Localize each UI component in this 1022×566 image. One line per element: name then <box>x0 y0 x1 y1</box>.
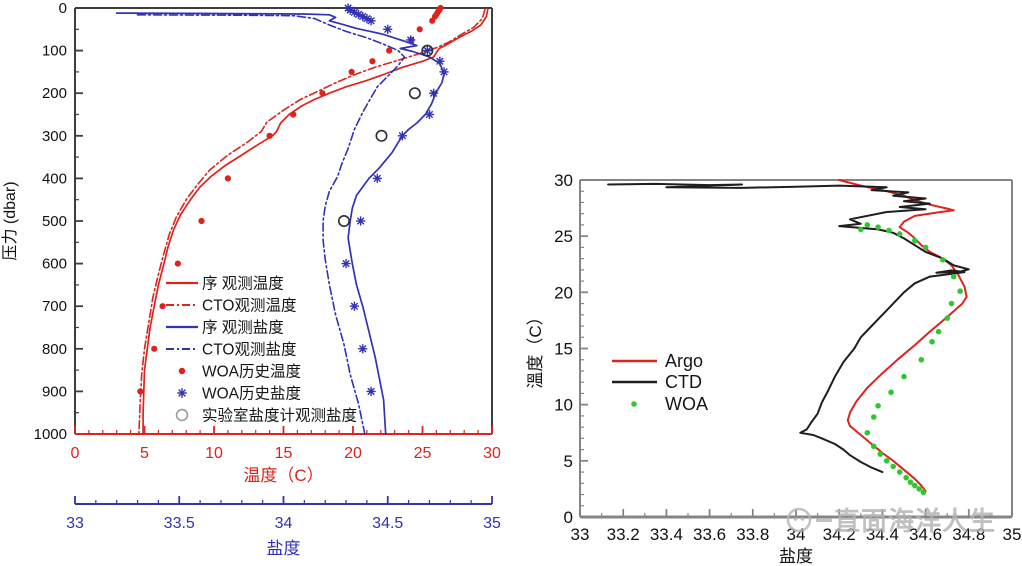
svg-text:400: 400 <box>42 170 67 187</box>
svg-text:30: 30 <box>483 445 501 462</box>
svg-text:35: 35 <box>1003 525 1022 544</box>
legend-item-cto-sal-line: CTO观测盐度 <box>166 341 296 359</box>
svg-text:33.8: 33.8 <box>736 525 769 544</box>
series-woa-ts-dots <box>858 222 963 496</box>
svg-text:WOA历史盐度: WOA历史盐度 <box>202 385 301 403</box>
svg-text:20: 20 <box>344 445 362 462</box>
svg-text:33: 33 <box>66 515 84 532</box>
svg-text:33.6: 33.6 <box>693 525 726 544</box>
svg-text:序 观测盐度: 序 观测盐度 <box>202 319 284 337</box>
svg-text:0: 0 <box>59 0 67 17</box>
svg-text:CTD: CTD <box>665 372 702 392</box>
svg-text:300: 300 <box>42 128 67 145</box>
svg-text:盐度: 盐度 <box>779 547 813 566</box>
legend-item-argo-sal-line: 序 观测盐度 <box>166 319 284 337</box>
svg-text:0: 0 <box>564 508 573 527</box>
right-x-axis-label: 盐度 <box>779 547 813 566</box>
left-temp-axis: 0 5 10 15 20 25 30 <box>71 426 501 462</box>
svg-text:Argo: Argo <box>665 351 703 371</box>
svg-text:700: 700 <box>42 298 67 315</box>
svg-text:溫度（C）: 溫度（C） <box>526 308 545 388</box>
svg-text:34: 34 <box>275 515 293 532</box>
svg-text:100: 100 <box>42 43 67 60</box>
legend-item-woa-ts-dots: WOA <box>631 394 708 414</box>
svg-text:34.4: 34.4 <box>866 525 899 544</box>
legend-item-argo-temp-line: 序 观测温度 <box>166 275 284 293</box>
svg-text:序 观测温度: 序 观测温度 <box>202 275 284 293</box>
svg-text:25: 25 <box>414 445 432 462</box>
svg-text:10: 10 <box>554 396 573 415</box>
legend-item-argo-ts-line: Argo <box>612 351 703 371</box>
left-sal-axis-label: 盐度 <box>267 539 301 558</box>
svg-text:30: 30 <box>554 171 573 190</box>
svg-text:WOA历史温度: WOA历史温度 <box>202 363 301 381</box>
svg-text:0: 0 <box>71 445 80 462</box>
left-temp-axis-label: 温度（C） <box>243 466 323 485</box>
svg-text:33.5: 33.5 <box>164 515 195 532</box>
svg-text:CTO观测温度: CTO观测温度 <box>202 297 296 315</box>
left-y-axis: 0 100 200 300 400 500 600 700 800 900 1000 <box>34 0 83 443</box>
svg-text:500: 500 <box>42 213 67 230</box>
svg-text:5: 5 <box>564 452 573 471</box>
svg-text:25: 25 <box>554 227 573 246</box>
svg-text:33: 33 <box>571 525 590 544</box>
svg-text:WOA: WOA <box>665 394 708 414</box>
svg-text:34: 34 <box>787 525 806 544</box>
svg-text:盐度: 盐度 <box>267 539 301 558</box>
right-x-axis: 33 33.2 33.4 33.6 33.8 34 34.2 34.4 34.6 34.8 35 <box>571 509 1022 544</box>
right-chart: 33 33.2 33.4 33.6 33.8 34 34.2 34.4 34.6 34.8 35 盐度… <box>526 171 1021 566</box>
series-lab-salinometer-circles <box>337 44 434 228</box>
series-argo-ts-line <box>838 179 968 493</box>
legend-item-lab-salinometer-circles: 实验室盐度计观测盐度 <box>175 407 357 425</box>
series-cto-sal-line <box>136 14 406 435</box>
svg-text:800: 800 <box>42 341 67 358</box>
left-sal-axis: 33 33.5 34 34.5 35 <box>66 496 501 532</box>
svg-text:CTO观测盐度: CTO观测盐度 <box>202 341 296 359</box>
series-ctd-ts-line <box>607 182 970 474</box>
svg-text:5: 5 <box>140 445 149 462</box>
right-chart-frame <box>579 179 1013 519</box>
svg-text:200: 200 <box>42 85 67 102</box>
svg-text:15: 15 <box>554 340 573 359</box>
legend-item-woa-sal-asterisks: WOA历史盐度 <box>177 385 301 403</box>
svg-text:15: 15 <box>275 445 293 462</box>
right-y-axis-label: 溫度（C） <box>526 308 545 388</box>
svg-text:34.5: 34.5 <box>372 515 403 532</box>
left-y-axis-label: 压力 (dbar) <box>1 181 19 260</box>
svg-text:33.4: 33.4 <box>650 525 683 544</box>
svg-text:900: 900 <box>42 383 67 400</box>
series-woa-sal-asterisks <box>341 3 449 396</box>
legend-item-woa-temp-dots: WOA历史温度 <box>178 363 301 381</box>
series-woa-temp-dots <box>137 4 444 395</box>
svg-text:34.8: 34.8 <box>952 525 985 544</box>
svg-text:1000: 1000 <box>34 426 67 443</box>
legend-item-cto-temp-line: CTO观测温度 <box>166 297 296 315</box>
legend-item-ctd-ts-line: CTD <box>612 372 702 392</box>
svg-text:33.2: 33.2 <box>607 525 640 544</box>
svg-text:10: 10 <box>205 445 223 462</box>
svg-text:温度（C）: 温度（C） <box>243 466 323 485</box>
svg-text:压力 (dbar): 压力 (dbar) <box>1 181 19 260</box>
svg-text:实验室盐度计观测盐度: 实验室盐度计观测盐度 <box>202 407 357 425</box>
right-y-axis: 0 5 10 15 20 25 30 <box>554 171 588 527</box>
svg-text:34.2: 34.2 <box>823 525 856 544</box>
svg-text:20: 20 <box>554 283 573 302</box>
svg-text:600: 600 <box>42 256 67 273</box>
series-cto-temp-line <box>138 8 486 435</box>
svg-text:34.6: 34.6 <box>909 525 942 544</box>
svg-text:35: 35 <box>483 515 501 532</box>
series-argo-temp-line <box>142 8 489 435</box>
